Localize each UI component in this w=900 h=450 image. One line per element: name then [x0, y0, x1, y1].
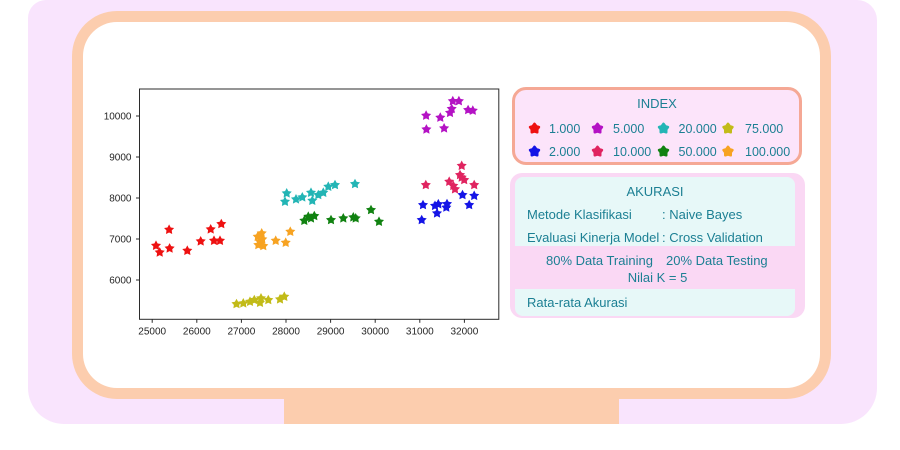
svg-text:6000: 6000: [109, 276, 132, 287]
svg-text:30000: 30000: [361, 327, 389, 338]
svg-text:28000: 28000: [272, 327, 300, 338]
svg-text:25000: 25000: [138, 327, 166, 338]
svg-text:26000: 26000: [183, 327, 211, 338]
svg-text:29000: 29000: [317, 327, 345, 338]
svg-text:9000: 9000: [109, 153, 132, 164]
svg-text:32000: 32000: [450, 327, 478, 338]
svg-text:31000: 31000: [406, 327, 434, 338]
svg-text:27000: 27000: [227, 327, 255, 338]
svg-text:10000: 10000: [104, 112, 132, 123]
svg-text:8000: 8000: [109, 194, 132, 205]
svg-text:7000: 7000: [109, 235, 132, 246]
